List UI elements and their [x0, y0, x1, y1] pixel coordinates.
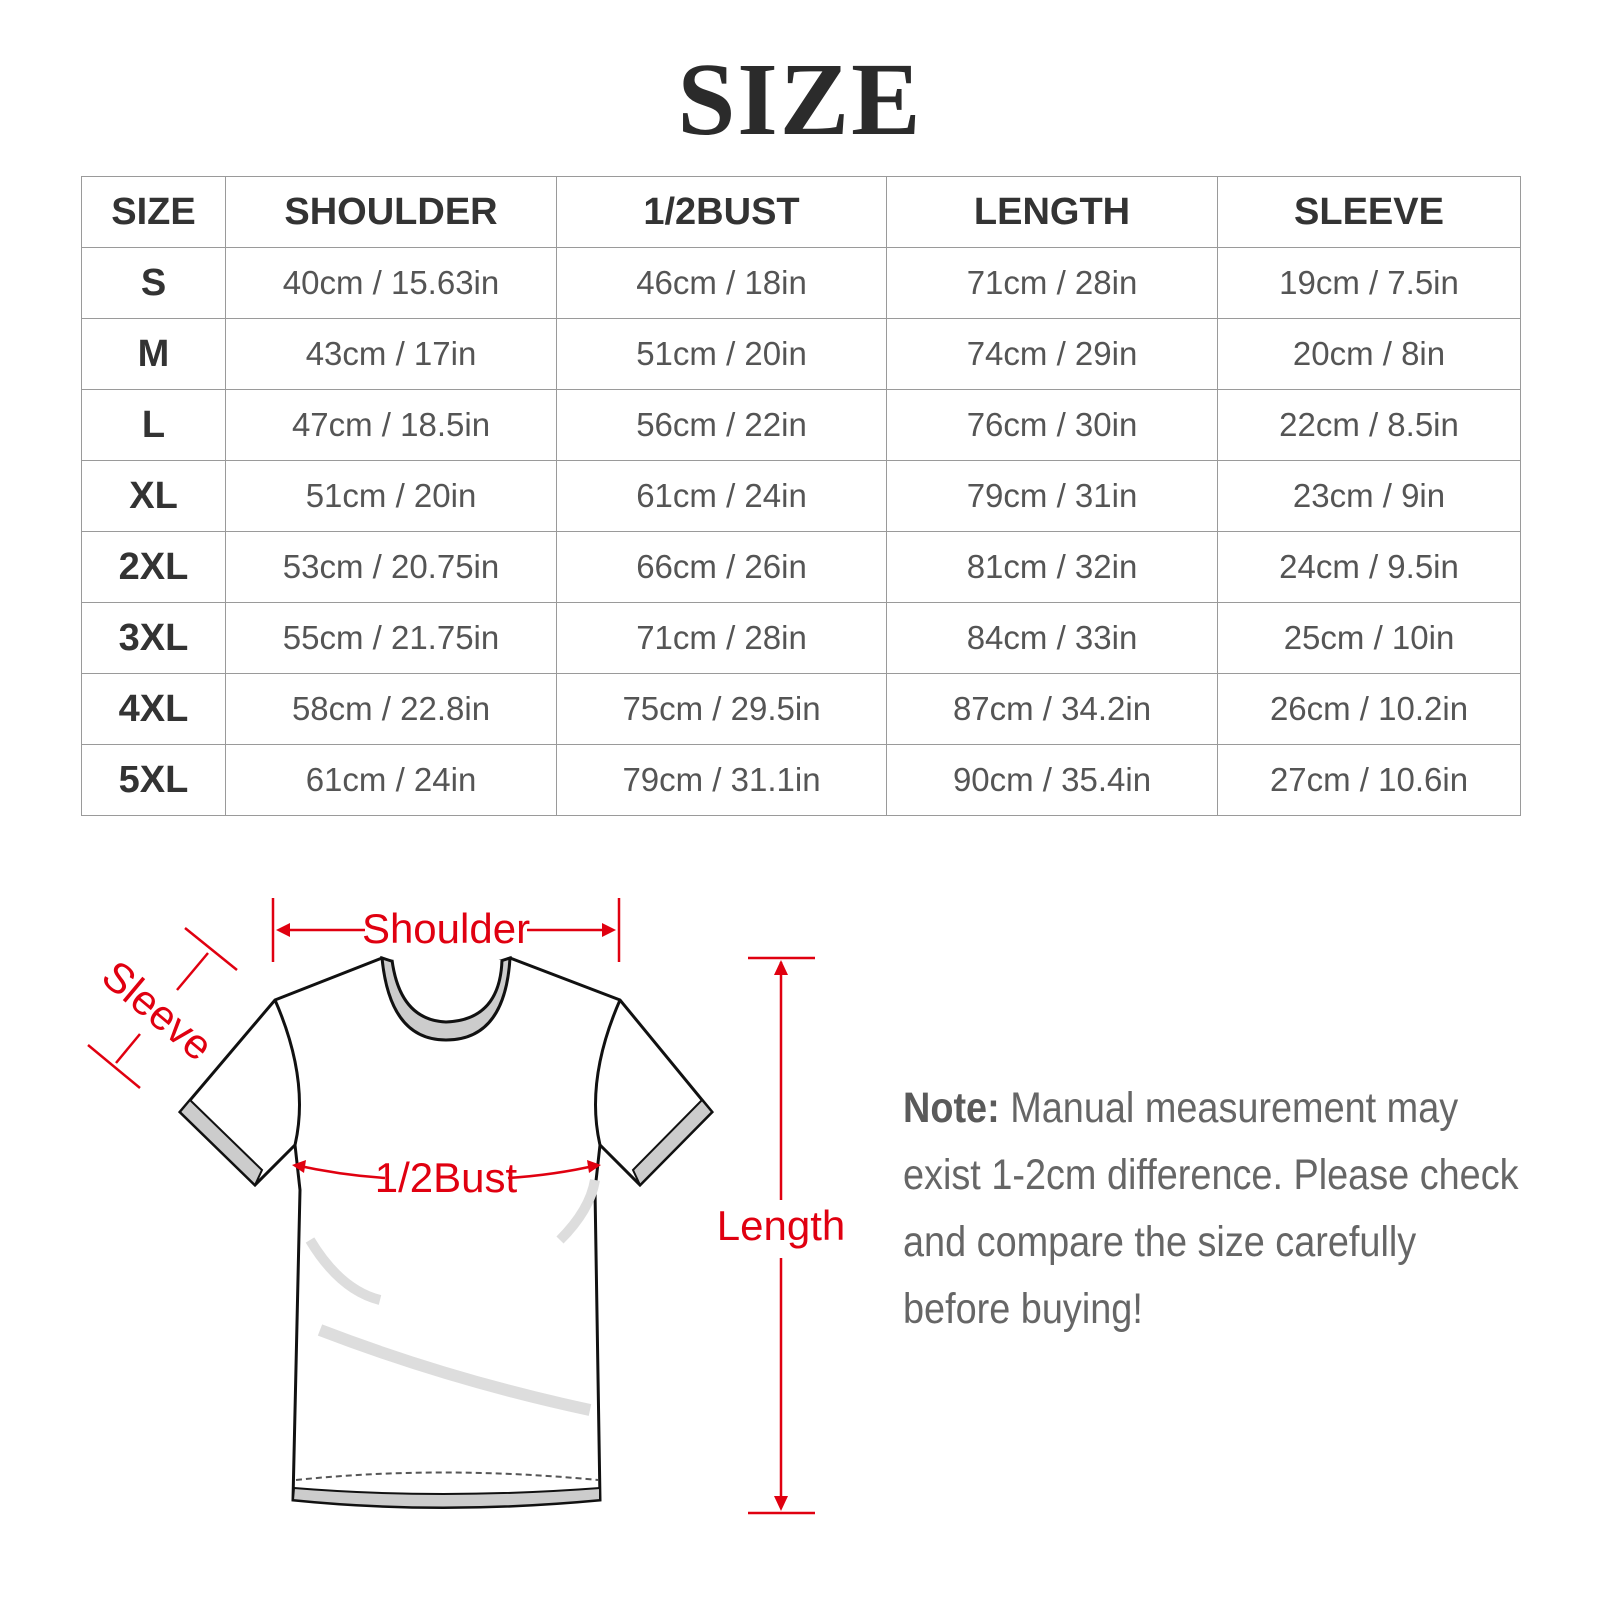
cell-length: 84cm / 33in [886, 602, 1218, 674]
shoulder-label: Shoulder [362, 905, 530, 952]
cell-size: XL [81, 460, 226, 532]
tshirt-illustration [177, 955, 715, 1509]
cell-sleeve: 27cm / 10.6in [1217, 744, 1521, 816]
note: Note: Manual measurement may exist 1-2cm… [903, 1075, 1519, 1343]
page-title: SIZE [677, 42, 923, 157]
cell-size: 3XL [81, 602, 226, 674]
sleeve-label: Sleeve [93, 951, 222, 1070]
cell-shoulder: 53cm / 20.75in [225, 531, 557, 603]
cell-shoulder: 61cm / 24in [225, 744, 557, 816]
bust-arrow [292, 1160, 601, 1180]
table-row: 2XL 53cm / 20.75in 66cm / 26in 81cm / 32in 2… [81, 531, 1521, 603]
table-row: XL 51cm / 20in 61cm / 24in 79cm / 31in 23cm … [81, 460, 1521, 532]
table-row: 5XL 61cm / 24in 79cm / 31.1in 90cm / 35.4in… [81, 744, 1521, 816]
header-bust: 1/2BUST [556, 176, 887, 248]
table-header-row: SIZE SHOULDER 1/2BUST LENGTH SLEEVE [81, 176, 1521, 248]
cell-size: 2XL [81, 531, 226, 603]
length-label: Length [717, 1202, 845, 1249]
table-row: M 43cm / 17in 51cm / 20in 74cm / 29in 20cm /… [81, 318, 1521, 390]
cell-length: 74cm / 29in [886, 318, 1218, 390]
cell-length: 90cm / 35.4in [886, 744, 1218, 816]
cell-length: 87cm / 34.2in [886, 673, 1218, 745]
cell-shoulder: 43cm / 17in [225, 318, 557, 390]
cell-length: 81cm / 32in [886, 531, 1218, 603]
cell-size: S [81, 247, 226, 319]
shoulder-arrow [271, 898, 621, 962]
cell-length: 71cm / 28in [886, 247, 1218, 319]
cell-size: 5XL [81, 744, 226, 816]
length-arrow [748, 956, 815, 1515]
cell-shoulder: 47cm / 18.5in [225, 389, 557, 461]
sleeve-arrow [87, 927, 238, 1089]
cell-sleeve: 19cm / 7.5in [1217, 247, 1521, 319]
cell-sleeve: 25cm / 10in [1217, 602, 1521, 674]
note-label: Note: [903, 1084, 1000, 1132]
cell-size: L [81, 389, 226, 461]
cell-shoulder: 51cm / 20in [225, 460, 557, 532]
tshirt-diagram: Shoulder Sleeve 1/2Bust Length [87, 898, 845, 1515]
cell-sleeve: 22cm / 8.5in [1217, 389, 1521, 461]
cell-shoulder: 58cm / 22.8in [225, 673, 557, 745]
cell-size: M [81, 318, 226, 390]
table-row: L 47cm / 18.5in 56cm / 22in 76cm / 30in 22cm… [81, 389, 1521, 461]
cell-shoulder: 55cm / 21.75in [225, 602, 557, 674]
cell-length: 76cm / 30in [886, 389, 1218, 461]
cell-shoulder: 40cm / 15.63in [225, 247, 557, 319]
header-sleeve: SLEEVE [1217, 176, 1521, 248]
cell-bust: 46cm / 18in [556, 247, 887, 319]
cell-bust: 61cm / 24in [556, 460, 887, 532]
bust-label: 1/2Bust [375, 1154, 518, 1201]
cell-sleeve: 23cm / 9in [1217, 460, 1521, 532]
cell-sleeve: 26cm / 10.2in [1217, 673, 1521, 745]
cell-bust: 56cm / 22in [556, 389, 887, 461]
header-shoulder: SHOULDER [225, 176, 557, 248]
header-length: LENGTH [886, 176, 1218, 248]
cell-length: 79cm / 31in [886, 460, 1218, 532]
cell-bust: 51cm / 20in [556, 318, 887, 390]
cell-sleeve: 24cm / 9.5in [1217, 531, 1521, 603]
table-row: 4XL 58cm / 22.8in 75cm / 29.5in 87cm / 34.2… [81, 673, 1521, 745]
table-row: 3XL 55cm / 21.75in 71cm / 28in 84cm / 33in 2… [81, 602, 1521, 674]
table-row: S 40cm / 15.63in 46cm / 18in 71cm / 28in 19c… [81, 247, 1521, 319]
cell-bust: 75cm / 29.5in [556, 673, 887, 745]
note-text: Manual measurement may exist 1-2cm diffe… [903, 1084, 1519, 1333]
cell-bust: 66cm / 26in [556, 531, 887, 603]
cell-bust: 79cm / 31.1in [556, 744, 887, 816]
cell-bust: 71cm / 28in [556, 602, 887, 674]
cell-size: 4XL [81, 673, 226, 745]
cell-sleeve: 20cm / 8in [1217, 318, 1521, 390]
header-size: SIZE [81, 176, 226, 248]
size-table: SIZE SHOULDER 1/2BUST LENGTH SLEEVE S 40c… [81, 176, 1521, 816]
